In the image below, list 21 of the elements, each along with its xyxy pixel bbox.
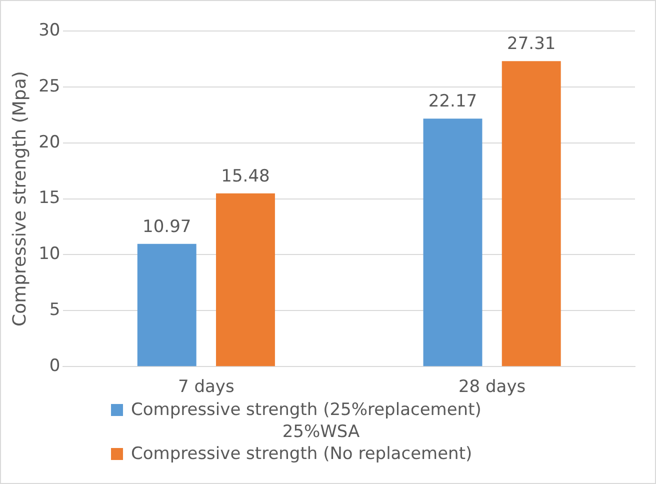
y-tick-label: 15: [38, 188, 60, 208]
data-label: 22.17: [428, 92, 478, 112]
bar: [423, 118, 482, 366]
y-axis-title: Compressive strength (Mpa): [9, 71, 30, 327]
data-label: 10.97: [142, 216, 192, 237]
y-tick-label: 5: [49, 300, 60, 320]
data-label: 27.31: [507, 34, 556, 54]
data-label: 15.48: [221, 166, 270, 186]
y-tick-label: 20: [38, 132, 60, 152]
bar: [137, 244, 196, 366]
legend-label: Compressive strength (No replacement): [131, 443, 472, 465]
bar: [216, 193, 275, 366]
y-tick-label: 25: [38, 76, 60, 96]
x-tick-label: 7 days: [178, 377, 234, 398]
bar: [502, 61, 561, 366]
y-tick-label: 10: [38, 244, 60, 264]
y-tick-label: 30: [38, 20, 60, 40]
legend-label: Compressive strength (25%replacement): [131, 399, 482, 421]
x-tick-label: 28 days: [458, 377, 526, 398]
x-axis-title: 25%WSA: [281, 421, 361, 443]
y-tick-label: 0: [49, 356, 60, 376]
